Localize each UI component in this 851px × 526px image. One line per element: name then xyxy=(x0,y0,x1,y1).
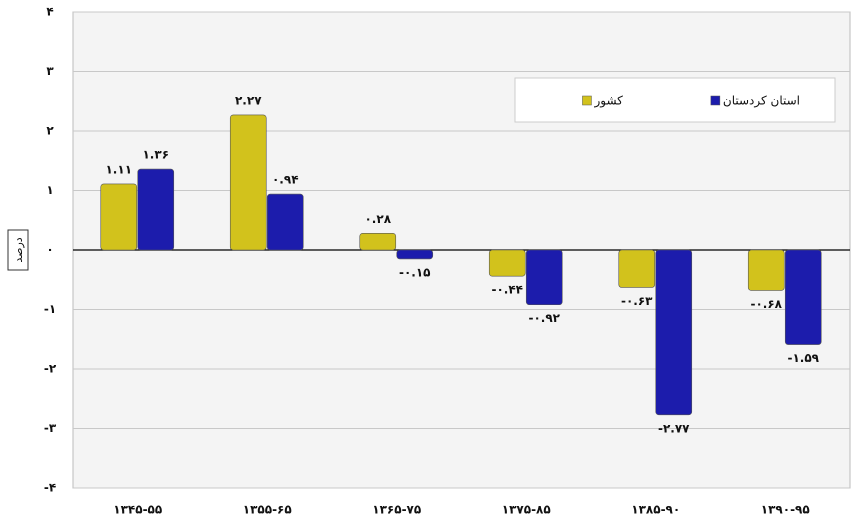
y-tick-label: -۲ xyxy=(44,362,57,376)
x-tick-label: ۱۳۵۵-۶۵ xyxy=(243,503,292,517)
data-label: -۲.۷۷ xyxy=(658,421,690,435)
bar xyxy=(137,168,175,251)
x-tick-label: ۱۳۴۵-۵۵ xyxy=(113,503,162,517)
x-tick-label: ۱۳۷۵-۸۵ xyxy=(502,503,551,517)
data-label: ۱.۱۱ xyxy=(105,162,132,176)
bar xyxy=(784,249,822,345)
data-label: -۰.۴۴ xyxy=(491,283,523,297)
data-label: ۱.۳۶ xyxy=(142,148,169,162)
bar xyxy=(525,249,563,306)
bar xyxy=(618,249,656,288)
data-label: ۰.۲۸ xyxy=(364,212,391,226)
data-label: -۰.۶۳ xyxy=(621,294,653,308)
x-tick-label: ۱۳۹۰-۹۵ xyxy=(761,503,810,517)
legend-label: استان کردستان xyxy=(723,94,800,109)
data-label: -۱.۵۹ xyxy=(787,351,819,365)
legend-swatch xyxy=(582,95,592,106)
x-tick-label: ۱۳۶۵-۷۵ xyxy=(372,503,421,517)
bar xyxy=(229,114,267,251)
bar xyxy=(655,249,693,416)
y-tick-label: -۳ xyxy=(44,421,57,435)
bar xyxy=(488,249,526,277)
legend-label: کشور xyxy=(593,94,623,109)
y-axis-label-group: درصد xyxy=(7,229,29,271)
data-label: ۲.۲۷ xyxy=(235,93,262,107)
legend-swatch xyxy=(710,95,721,106)
y-tick-label: -۱ xyxy=(44,302,56,316)
y-axis-label: درصد xyxy=(12,237,25,262)
bar xyxy=(747,249,785,291)
y-tick-label: ۱ xyxy=(46,183,53,197)
bar xyxy=(100,183,138,251)
x-tick-label: ۱۳۸۵-۹۰ xyxy=(631,503,680,517)
data-label: -۰.۹۲ xyxy=(528,311,560,325)
bar xyxy=(396,249,434,260)
y-tick-label: ۰ xyxy=(46,243,53,257)
y-tick-label: ۳ xyxy=(46,64,54,78)
y-axis-label-box xyxy=(7,229,29,271)
data-label: -۰.۱۵ xyxy=(399,265,431,279)
y-tick-label: ۲ xyxy=(46,124,54,138)
data-label: -۰.۶۸ xyxy=(750,297,782,311)
legend-box xyxy=(514,77,836,123)
data-label: ۰.۹۴ xyxy=(272,173,299,187)
bar xyxy=(359,233,397,251)
y-tick-label: ۴ xyxy=(46,5,53,19)
y-tick-label: -۴ xyxy=(44,481,56,495)
bar xyxy=(266,193,304,251)
